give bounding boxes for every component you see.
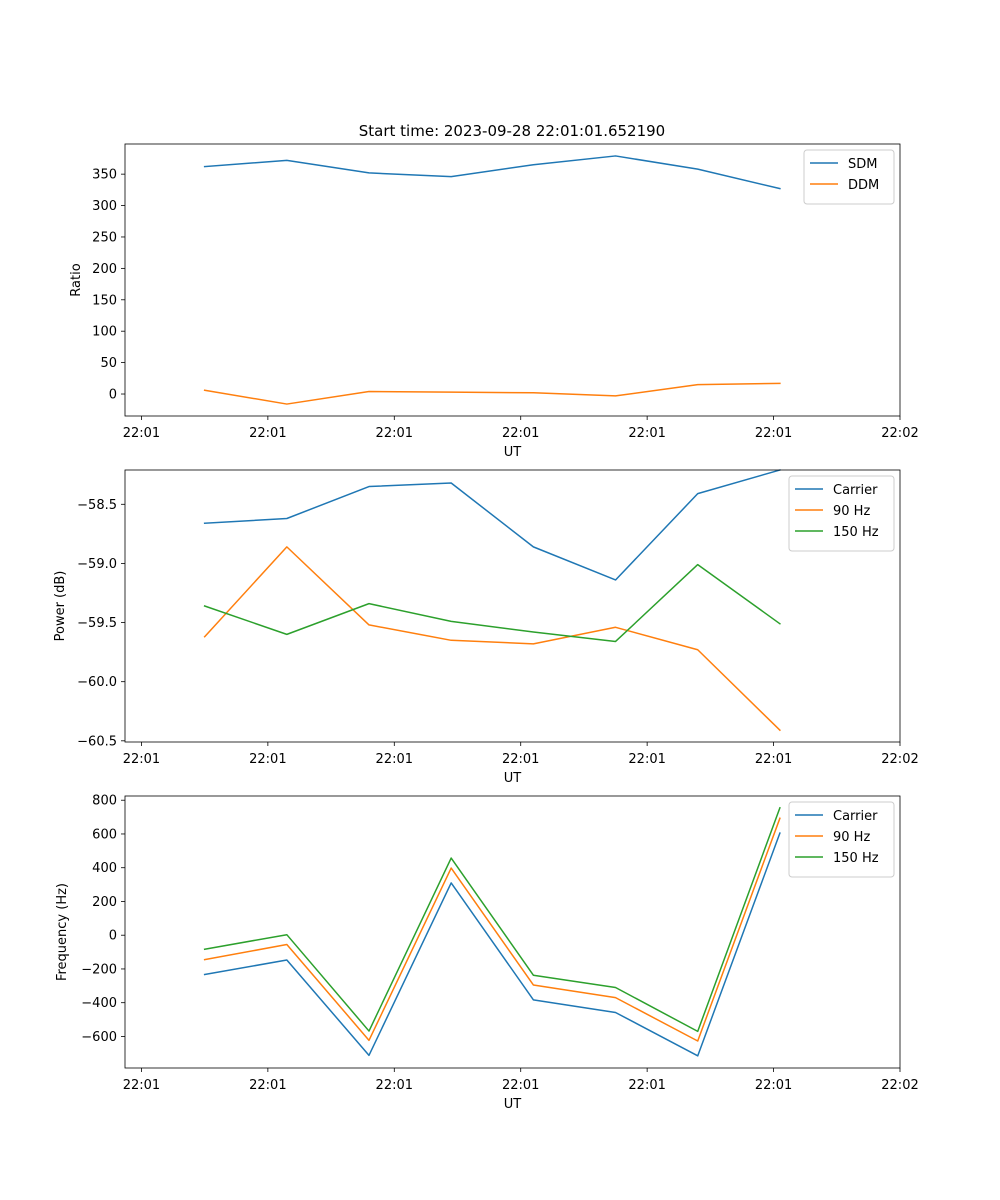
chart-power: 22:01 22:01 22:01 22:01 22:01 22:01 22:02 −60.5… (53, 469, 919, 786)
plot-frame-frequency (124, 795, 901, 1069)
y-tick-label-power-2: −59.5 (77, 616, 117, 631)
x-tick-label-power-3: 22:01 (502, 752, 539, 767)
y-tick-label-ratio-7: 350 (92, 168, 117, 183)
chart-frequency: 22:01 22:01 22:01 22:01 22:01 22:01 22:02 −600 −… (55, 794, 919, 1112)
y-tick-label-power-3: −59.0 (77, 557, 117, 572)
y-axis-label-frequency: Frequency (Hz) (55, 883, 70, 981)
y-tick-label-ratio-4: 200 (92, 262, 117, 277)
legend-label-frequency-0: Carrier (833, 809, 878, 824)
x-tick-label-frequency-4: 22:01 (628, 1078, 665, 1093)
x-axis-label-power: UT (504, 771, 522, 786)
x-tick-label-frequency-5: 22:01 (755, 1078, 792, 1093)
legend-label-ratio-0: SDM (848, 157, 877, 172)
y-tick-label-ratio-5: 250 (92, 230, 117, 245)
y-tick-label-ratio-0: 0 (109, 388, 117, 403)
legend-box-frequency (788, 801, 895, 878)
x-axis-label-frequency: UT (504, 1097, 522, 1112)
legend-ratio: SDM DDM (803, 149, 895, 205)
x-tick-label-power-0: 22:01 (123, 752, 160, 767)
legend-box-power (788, 475, 895, 552)
series-line-power-2 (203, 563, 781, 643)
series-line-ratio-1 (203, 382, 781, 405)
x-tick-label-frequency-0: 22:01 (123, 1078, 160, 1093)
y-tick-label-power-0: −60.5 (77, 734, 117, 749)
y-tick-label-power-4: −58.5 (77, 498, 117, 513)
y-tick-label-frequency-7: 800 (92, 794, 117, 809)
x-tick-label-power-5: 22:01 (755, 752, 792, 767)
series-line-frequency-1 (203, 817, 781, 1042)
plot-frame-power (124, 469, 901, 743)
x-tick-label-ratio-6: 22:02 (881, 426, 918, 441)
series-line-frequency-2 (203, 806, 781, 1033)
x-tick-label-ratio-0: 22:01 (123, 426, 160, 441)
x-axis-label-ratio: UT (504, 445, 522, 460)
x-tick-label-ratio-5: 22:01 (755, 426, 792, 441)
x-tick-label-frequency-2: 22:01 (376, 1078, 413, 1093)
x-tick-label-frequency-3: 22:01 (502, 1078, 539, 1093)
x-tick-label-power-2: 22:01 (376, 752, 413, 767)
legend-label-ratio-1: DDM (848, 178, 879, 193)
series-line-ratio-0 (203, 155, 781, 190)
legend-label-power-1: 90 Hz (833, 504, 870, 519)
series-line-power-1 (203, 546, 781, 732)
y-tick-label-frequency-2: −200 (81, 962, 117, 977)
x-tick-label-ratio-2: 22:01 (376, 426, 413, 441)
x-tick-label-power-4: 22:01 (628, 752, 665, 767)
y-axis-label-power: Power (dB) (53, 571, 68, 642)
legend-label-frequency-1: 90 Hz (833, 830, 870, 845)
figure-title: Start time: 2023-09-28 22:01:01.652190 (359, 122, 665, 140)
y-tick-label-frequency-4: 200 (92, 895, 117, 910)
y-tick-label-frequency-3: 0 (109, 929, 117, 944)
y-tick-label-power-1: −60.0 (77, 675, 117, 690)
y-tick-label-frequency-1: −400 (81, 996, 117, 1011)
y-tick-label-ratio-3: 150 (92, 293, 117, 308)
y-tick-label-ratio-6: 300 (92, 199, 117, 214)
x-tick-label-ratio-3: 22:01 (502, 426, 539, 441)
y-tick-label-frequency-5: 400 (92, 861, 117, 876)
legend-power: Carrier 90 Hz 150 Hz (788, 475, 895, 552)
charts: 22:01 22:01 22:01 22:01 22:01 22:01 22:02 0 50 10… (53, 143, 919, 1112)
y-tick-label-frequency-6: 600 (92, 827, 117, 842)
legend-frequency: Carrier 90 Hz 150 Hz (788, 801, 895, 878)
x-tick-label-power-1: 22:01 (249, 752, 286, 767)
legend-label-power-2: 150 Hz (833, 525, 879, 540)
legend-label-frequency-2: 150 Hz (833, 851, 879, 866)
y-tick-label-ratio-1: 50 (100, 356, 117, 371)
plot-frame-ratio (124, 143, 901, 417)
legend-label-power-0: Carrier (833, 483, 878, 498)
y-tick-label-ratio-2: 100 (92, 325, 117, 340)
series-line-frequency-0 (203, 832, 781, 1057)
series-line-power-0 (203, 469, 781, 581)
x-tick-label-frequency-1: 22:01 (249, 1078, 286, 1093)
x-tick-label-power-6: 22:02 (881, 752, 918, 767)
x-tick-label-frequency-6: 22:02 (881, 1078, 918, 1093)
y-axis-label-ratio: Ratio (69, 263, 84, 296)
y-tick-label-frequency-0: −600 (81, 1030, 117, 1045)
chart-ratio: 22:01 22:01 22:01 22:01 22:01 22:01 22:02 0 50 10… (69, 143, 919, 460)
x-tick-label-ratio-1: 22:01 (249, 426, 286, 441)
x-tick-label-ratio-4: 22:01 (628, 426, 665, 441)
